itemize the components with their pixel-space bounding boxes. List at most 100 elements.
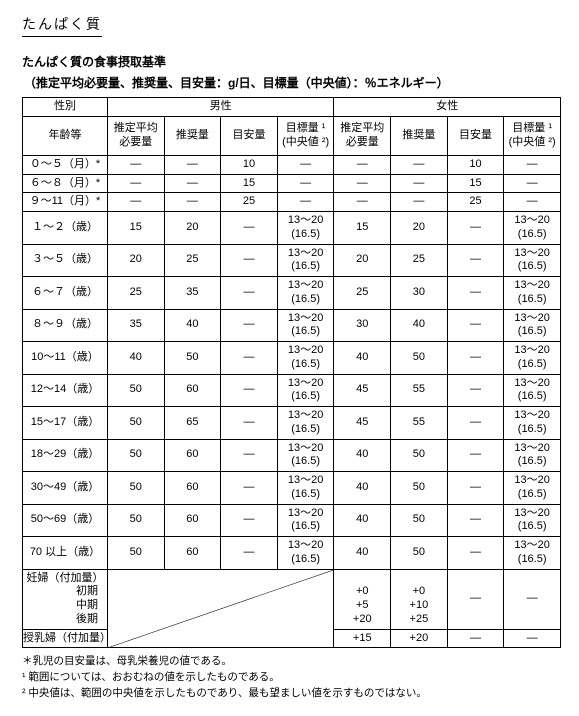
- value-cell: 13～20(16.5): [277, 309, 334, 342]
- value-cell: ―: [164, 174, 221, 193]
- table-row: 18～29（歳）5060―13～20(16.5)4050―13～20(16.5): [23, 439, 561, 472]
- age-cell: １～２（歳）: [23, 212, 108, 245]
- value-cell: ―: [447, 277, 504, 310]
- value-cell: 13～20(16.5): [277, 407, 334, 440]
- value-cell: 13～20(16.5): [504, 277, 561, 310]
- value-cell: 40: [164, 309, 221, 342]
- age-cell: ９～11（月）*: [23, 193, 108, 212]
- value-cell: 13～20(16.5): [504, 244, 561, 277]
- value-cell: ―: [107, 174, 164, 193]
- age-cell: ３～５（歳）: [23, 244, 108, 277]
- header-age: 年齢等: [23, 116, 108, 155]
- value-cell: 60: [164, 472, 221, 505]
- value-cell: 15: [447, 174, 504, 193]
- value-cell: ―: [447, 407, 504, 440]
- table-row: 70 以上（歳）5060―13～20(16.5)4050―13～20(16.5): [23, 537, 561, 570]
- value-cell: ―: [447, 472, 504, 505]
- age-cell: 10～11（歳）: [23, 342, 108, 375]
- value-cell: 50: [107, 504, 164, 537]
- value-cell: 40: [334, 439, 391, 472]
- preg-f-ear: +0+5+20: [334, 569, 391, 629]
- header-male: 男性: [107, 98, 334, 117]
- table-row: ８～９（歳）3540―13～20(16.5)3040―13～20(16.5): [23, 309, 561, 342]
- value-cell: 13～20(16.5): [504, 212, 561, 245]
- value-cell: ―: [391, 193, 448, 212]
- value-cell: 50: [164, 342, 221, 375]
- age-cell: ６～７（歳）: [23, 277, 108, 310]
- value-cell: 13～20(16.5): [504, 309, 561, 342]
- value-cell: 30: [334, 309, 391, 342]
- protein-intake-table: 性別 男性 女性 年齢等 推定平均必要量 推奨量 目安量 目標量 ¹(中央値 ²…: [22, 97, 561, 648]
- header-f-ear: 推定平均必要量: [334, 116, 391, 155]
- lact-f-ear: +15: [334, 629, 391, 648]
- value-cell: 13～20(16.5): [277, 439, 334, 472]
- value-cell: ―: [107, 193, 164, 212]
- value-cell: 50: [391, 342, 448, 375]
- value-cell: ―: [221, 277, 278, 310]
- value-cell: ―: [221, 309, 278, 342]
- value-cell: 13～20(16.5): [277, 277, 334, 310]
- value-cell: 15: [221, 174, 278, 193]
- header-sex: 性別: [23, 98, 108, 117]
- value-cell: 45: [334, 374, 391, 407]
- value-cell: 13～20(16.5): [504, 407, 561, 440]
- footnote-asterisk: ＊乳児の目安量は、母乳栄養児の値である。: [22, 654, 561, 670]
- value-cell: 50: [107, 407, 164, 440]
- value-cell: 50: [107, 472, 164, 505]
- value-cell: 50: [391, 504, 448, 537]
- page-title: たんぱく質: [22, 14, 102, 37]
- value-cell: ―: [277, 174, 334, 193]
- value-cell: ―: [221, 212, 278, 245]
- value-cell: ―: [221, 407, 278, 440]
- value-cell: 20: [391, 212, 448, 245]
- value-cell: 25: [391, 244, 448, 277]
- value-cell: ―: [164, 155, 221, 174]
- value-cell: 20: [164, 212, 221, 245]
- value-cell: 55: [391, 374, 448, 407]
- header-m-ai: 目安量: [221, 116, 278, 155]
- footnote-2: ² 中央値は、範囲の中央値を示したものであり、最も望ましい値を示すものではない。: [22, 686, 561, 702]
- value-cell: 13～20(16.5): [277, 537, 334, 570]
- table-row: 30～49（歳）5060―13～20(16.5)4050―13～20(16.5): [23, 472, 561, 505]
- value-cell: ―: [447, 374, 504, 407]
- male-na-slash: [107, 569, 334, 648]
- value-cell: 15: [107, 212, 164, 245]
- value-cell: ―: [447, 309, 504, 342]
- value-cell: 40: [107, 342, 164, 375]
- value-cell: 25: [221, 193, 278, 212]
- preg-f-ai: ―: [447, 569, 504, 629]
- value-cell: ―: [221, 342, 278, 375]
- value-cell: ―: [447, 504, 504, 537]
- value-cell: ―: [221, 374, 278, 407]
- preg-f-dg: ―: [504, 569, 561, 629]
- lact-f-ai: ―: [447, 629, 504, 648]
- value-cell: 60: [164, 537, 221, 570]
- header-f-ai: 目安量: [447, 116, 504, 155]
- value-cell: ―: [447, 439, 504, 472]
- value-cell: 50: [391, 439, 448, 472]
- value-cell: 13～20(16.5): [277, 504, 334, 537]
- value-cell: ―: [221, 244, 278, 277]
- table-row: ６～７（歳）2535―13～20(16.5)2530―13～20(16.5): [23, 277, 561, 310]
- age-cell: 12～14（歳）: [23, 374, 108, 407]
- table-subtitle: たんぱく質の食事摂取基準: [22, 53, 561, 70]
- lact-f-dg: ―: [504, 629, 561, 648]
- table-row: 50～69（歳）5060―13～20(16.5)4050―13～20(16.5): [23, 504, 561, 537]
- age-cell: 15～17（歳）: [23, 407, 108, 440]
- pregnancy-label-cell: 妊婦（付加量）初期中期後期: [23, 569, 108, 629]
- value-cell: 13～20(16.5): [504, 537, 561, 570]
- value-cell: ―: [334, 193, 391, 212]
- value-cell: 40: [334, 342, 391, 375]
- age-cell: ６～８（月）*: [23, 174, 108, 193]
- value-cell: 50: [391, 537, 448, 570]
- value-cell: ―: [504, 174, 561, 193]
- footnote-1: ¹ 範囲については、おおむねの値を示したものである。: [22, 670, 561, 686]
- value-cell: ―: [334, 174, 391, 193]
- table-row: １～２（歳）1520―13～20(16.5)1520―13～20(16.5): [23, 212, 561, 245]
- value-cell: 40: [391, 309, 448, 342]
- header-f-rda: 推奨量: [391, 116, 448, 155]
- value-cell: 13～20(16.5): [504, 439, 561, 472]
- table-row: 10～11（歳）4050―13～20(16.5)4050―13～20(16.5): [23, 342, 561, 375]
- value-cell: 60: [164, 504, 221, 537]
- table-row: ６～８（月）*――15―――15―: [23, 174, 561, 193]
